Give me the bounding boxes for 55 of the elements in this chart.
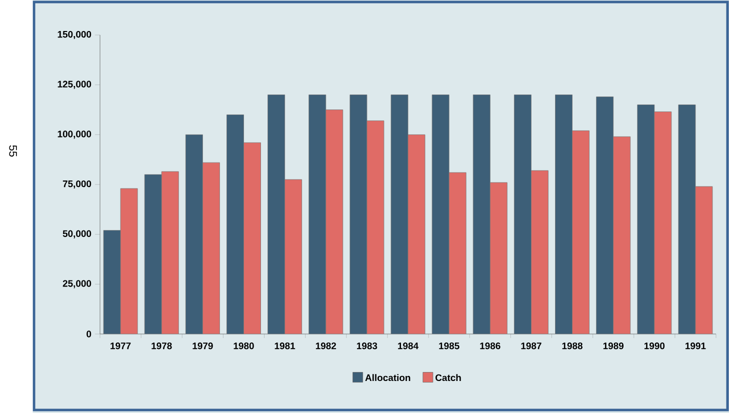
bar <box>326 110 344 334</box>
bar <box>161 171 179 334</box>
bar <box>596 96 614 334</box>
x-tick-label: 1985 <box>439 342 460 350</box>
bar <box>120 188 138 334</box>
bar <box>350 94 368 334</box>
y-tick-label: 25,000 <box>62 280 92 288</box>
legend-label: Allocation <box>365 374 410 382</box>
bar <box>390 94 408 334</box>
bar <box>514 94 532 334</box>
bar <box>637 104 655 334</box>
x-tick-label: 1978 <box>152 342 172 350</box>
bar <box>408 134 426 334</box>
x-tick-label: 1981 <box>274 342 296 350</box>
bar <box>308 94 326 334</box>
bar <box>613 136 631 334</box>
y-tick-label: 100,000 <box>58 130 92 139</box>
x-tick-label: 1983 <box>357 342 378 350</box>
bar <box>654 112 672 334</box>
x-tick-label: 1979 <box>192 342 213 350</box>
bar <box>144 174 162 334</box>
x-tick-label: 1980 <box>234 342 254 350</box>
x-tick-label: 1987 <box>521 342 542 350</box>
bar <box>103 230 121 334</box>
bar <box>472 94 490 334</box>
y-tick-label: 75,000 <box>62 180 92 189</box>
x-tick-label: 1991 <box>686 342 706 350</box>
bar <box>490 182 508 334</box>
x-tick-label: 1990 <box>644 342 665 350</box>
y-tick-label: 50,000 <box>62 230 92 238</box>
y-tick-label: 150,000 <box>58 30 92 40</box>
x-tick-label: 1988 <box>562 342 582 350</box>
y-tick-label: 125,000 <box>58 80 92 89</box>
x-tick-label: 1977 <box>110 342 131 350</box>
bar <box>432 94 450 334</box>
bar <box>695 186 713 334</box>
bar <box>555 94 572 334</box>
bar <box>268 94 286 334</box>
bar <box>572 130 590 334</box>
x-tick-label: 1984 <box>398 342 418 350</box>
bar <box>284 179 302 334</box>
bar <box>531 170 548 334</box>
bar <box>185 134 203 334</box>
bar <box>202 162 220 334</box>
bar <box>244 142 261 334</box>
legend-label: Catch <box>436 374 461 382</box>
text: 55 <box>9 145 17 157</box>
bar <box>448 172 466 334</box>
bar <box>226 114 244 334</box>
x-tick-label: 1982 <box>316 342 336 350</box>
x-tick-label: 1986 <box>480 342 500 350</box>
y-tick-label: 0 <box>86 330 92 338</box>
bar <box>678 104 696 334</box>
bar <box>366 120 384 334</box>
x-tick-label: 1989 <box>603 342 624 350</box>
